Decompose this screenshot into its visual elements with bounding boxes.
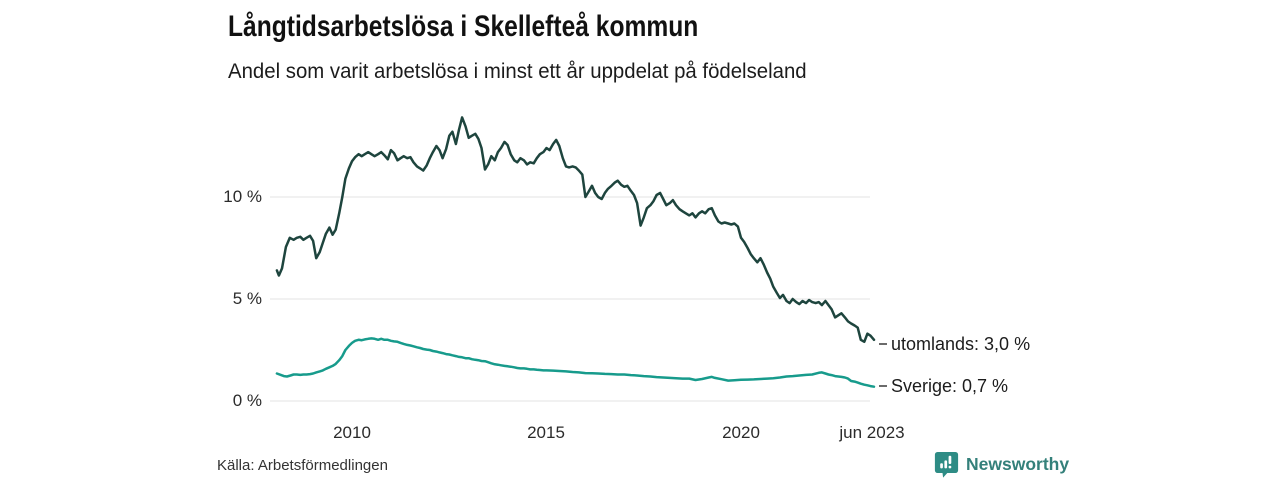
chart-line-sverige [275, 337, 876, 388]
newsworthy-wordmark: Newsworthy [966, 454, 1070, 474]
line-end-tick [879, 384, 887, 387]
chart-subtitle: Andel som varit arbetslösa i minst ett å… [228, 60, 807, 83]
newsworthy-logo-icon [934, 452, 959, 478]
chart-line-utomlands [275, 116, 876, 344]
series-label-sverige: Sverige: 0,7 % [879, 375, 1008, 397]
source-note: Källa: Arbetsförmedlingen [217, 457, 388, 474]
y-axis-tick-0: 0 % [232, 391, 262, 410]
series-label-sverige-text: Sverige: 0,7 % [891, 376, 1009, 396]
line-end-tick [879, 342, 887, 345]
x-axis-tick-2010: 2010 [333, 423, 371, 442]
page-title: Långtidsarbetslösa i Skellefteå kommun [228, 10, 699, 43]
y-axis-tick-10: 10 % [223, 187, 262, 206]
x-axis-tick-2015: 2015 [527, 423, 565, 442]
x-axis-tick-2020: 2020 [722, 423, 760, 442]
y-axis-tick-5: 5 % [232, 289, 262, 308]
series-label-utomlands-text: utomlands: 3,0 % [891, 334, 1031, 354]
series-label-utomlands: utomlands: 3,0 % [879, 333, 1030, 355]
newsworthy-brand: Newsworthy [934, 451, 1069, 478]
x-axis-tick-jun2023: jun 2023 [839, 423, 905, 442]
